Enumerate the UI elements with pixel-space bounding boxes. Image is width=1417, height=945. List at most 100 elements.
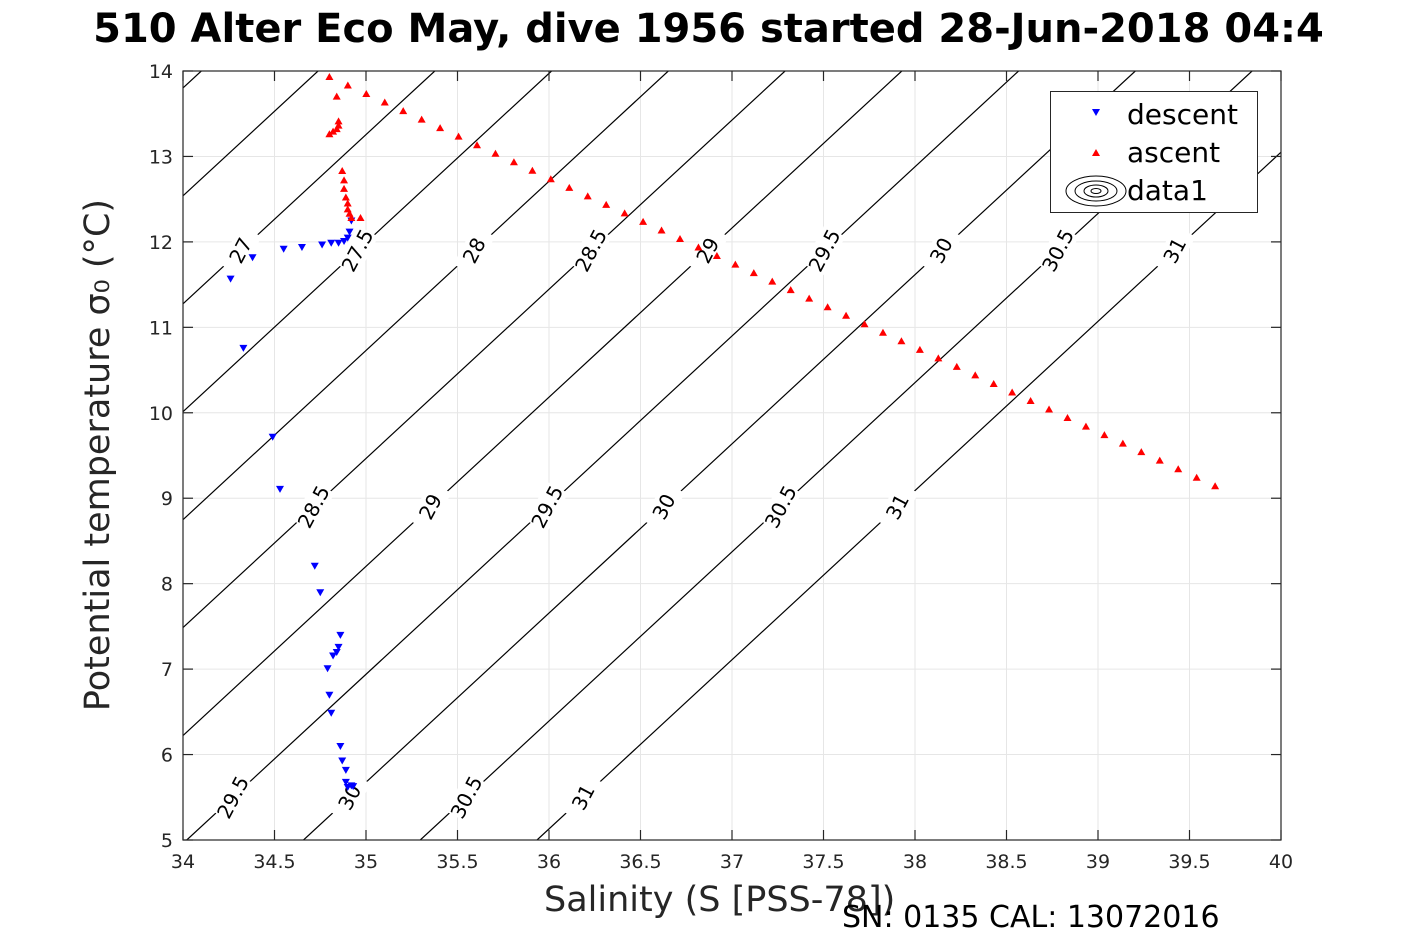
ascent-point bbox=[989, 379, 998, 387]
ascent-point bbox=[934, 354, 943, 362]
descent-point bbox=[336, 631, 345, 639]
contour-label: 29 bbox=[686, 225, 729, 276]
y-tick-label: 6 bbox=[161, 745, 173, 767]
ascent-point bbox=[1211, 482, 1220, 490]
x-tick-label: 39 bbox=[1086, 851, 1110, 873]
contour-label: 27.5 bbox=[336, 225, 378, 276]
contour-ellipses-icon bbox=[1065, 175, 1127, 207]
ascent-point bbox=[340, 184, 349, 192]
contour-line-29 bbox=[183, 71, 903, 737]
svg-text:27.5: 27.5 bbox=[336, 225, 378, 276]
contour-label: 28.5 bbox=[570, 225, 612, 276]
ascent-point bbox=[473, 141, 482, 149]
descent-point bbox=[334, 643, 343, 651]
ascent-point bbox=[786, 286, 795, 294]
ascent-point bbox=[1045, 405, 1054, 413]
svg-text:29.5: 29.5 bbox=[526, 481, 568, 532]
contour-line-27.5 bbox=[183, 71, 552, 413]
density-contours: 27 27.5 28 28.5 28.5 29 29 29.5 29.5 29.5 30 30 30 30… bbox=[183, 71, 1281, 840]
contour-label: 29 bbox=[409, 481, 452, 532]
contour-label: 29.5 bbox=[526, 481, 568, 532]
ascent-point bbox=[338, 166, 347, 174]
y-tick-label: 10 bbox=[149, 403, 173, 425]
ascent-point bbox=[325, 72, 334, 80]
ascent-point bbox=[1118, 439, 1127, 447]
x-tick-label: 34 bbox=[171, 851, 195, 873]
contour-label: 30.5 bbox=[1037, 225, 1079, 276]
ascent-point bbox=[380, 98, 389, 106]
legend-label: descent bbox=[1127, 98, 1238, 131]
ascent-point bbox=[823, 303, 832, 311]
ascent-point bbox=[1026, 396, 1035, 404]
descent-point bbox=[318, 241, 327, 249]
y-tick-label: 12 bbox=[149, 232, 173, 254]
descent-point bbox=[345, 228, 354, 236]
calibration-footer: SN: 0135 CAL: 13072016 bbox=[842, 900, 1220, 935]
ascent-point bbox=[399, 107, 408, 115]
contour-label: 30.5 bbox=[760, 481, 802, 532]
descent-point bbox=[268, 433, 277, 441]
y-tick-label: 9 bbox=[161, 488, 173, 510]
contour-label: 31 bbox=[876, 481, 919, 532]
descent-point bbox=[325, 691, 334, 699]
descent-point bbox=[316, 589, 325, 597]
descent-point bbox=[275, 485, 284, 493]
triangle-up-icon bbox=[1092, 149, 1100, 156]
descent-point bbox=[336, 743, 345, 751]
x-tick-label: 36 bbox=[537, 851, 561, 873]
ascent-point bbox=[1192, 473, 1201, 481]
ascent-point bbox=[491, 149, 500, 157]
ascent-point bbox=[1063, 414, 1072, 422]
x-tick-label: 38 bbox=[903, 851, 927, 873]
x-tick-label: 38.5 bbox=[985, 851, 1027, 873]
ascent-point bbox=[675, 234, 684, 242]
ascent-point bbox=[749, 269, 758, 277]
ascent-point bbox=[528, 166, 537, 174]
svg-text:29.5: 29.5 bbox=[212, 772, 254, 823]
contour-label: 31 bbox=[562, 772, 605, 823]
svg-text:30.5: 30.5 bbox=[760, 481, 802, 532]
descent-point bbox=[334, 239, 343, 247]
svg-text:28.5: 28.5 bbox=[570, 225, 612, 276]
descent-series bbox=[226, 217, 358, 792]
contour-line-30 bbox=[303, 71, 1136, 840]
descent-point bbox=[341, 778, 350, 786]
descent-point bbox=[248, 254, 257, 262]
contour-label: 30 bbox=[920, 225, 963, 276]
x-axis-label: Salinity (S [PSS-78]) bbox=[544, 880, 896, 920]
y-tick-label: 7 bbox=[161, 659, 173, 681]
x-tick-label: 34.5 bbox=[253, 851, 295, 873]
ascent-point bbox=[343, 199, 352, 207]
legend-item-descent: descent bbox=[1051, 97, 1257, 133]
ascent-point bbox=[694, 243, 703, 251]
ascent-point bbox=[329, 127, 338, 135]
ascent-point bbox=[1174, 465, 1183, 473]
legend-label: ascent bbox=[1127, 136, 1221, 169]
ascent-point bbox=[417, 115, 426, 123]
legend-item-ascent: ascent bbox=[1051, 135, 1257, 171]
ascent-point bbox=[356, 213, 365, 221]
contour-line-27 bbox=[183, 71, 436, 305]
descent-point bbox=[338, 757, 347, 765]
x-tick-label: 37.5 bbox=[802, 851, 844, 873]
x-tick-label: 40 bbox=[1269, 851, 1293, 873]
ascent-point bbox=[805, 294, 814, 302]
descent-point bbox=[329, 652, 338, 660]
ascent-point bbox=[620, 209, 629, 217]
contour-label: 30 bbox=[328, 772, 371, 823]
ascent-point bbox=[436, 124, 445, 132]
contour-label: 28 bbox=[453, 225, 496, 276]
ascent-point bbox=[325, 130, 334, 138]
y-tick-label: 8 bbox=[161, 574, 173, 596]
descent-point bbox=[297, 244, 306, 252]
descent-point bbox=[226, 275, 235, 283]
ascent-point bbox=[768, 277, 777, 285]
ascent-point bbox=[842, 311, 851, 319]
svg-text:30.5: 30.5 bbox=[1037, 225, 1079, 276]
ascent-point bbox=[897, 337, 906, 345]
contour-label: 30 bbox=[643, 481, 685, 532]
ascent-point bbox=[878, 328, 887, 336]
y-tick-labels: 5 6 7 8 9 10 11 12 13 14 bbox=[149, 61, 173, 852]
x-tick-label: 35 bbox=[354, 851, 378, 873]
